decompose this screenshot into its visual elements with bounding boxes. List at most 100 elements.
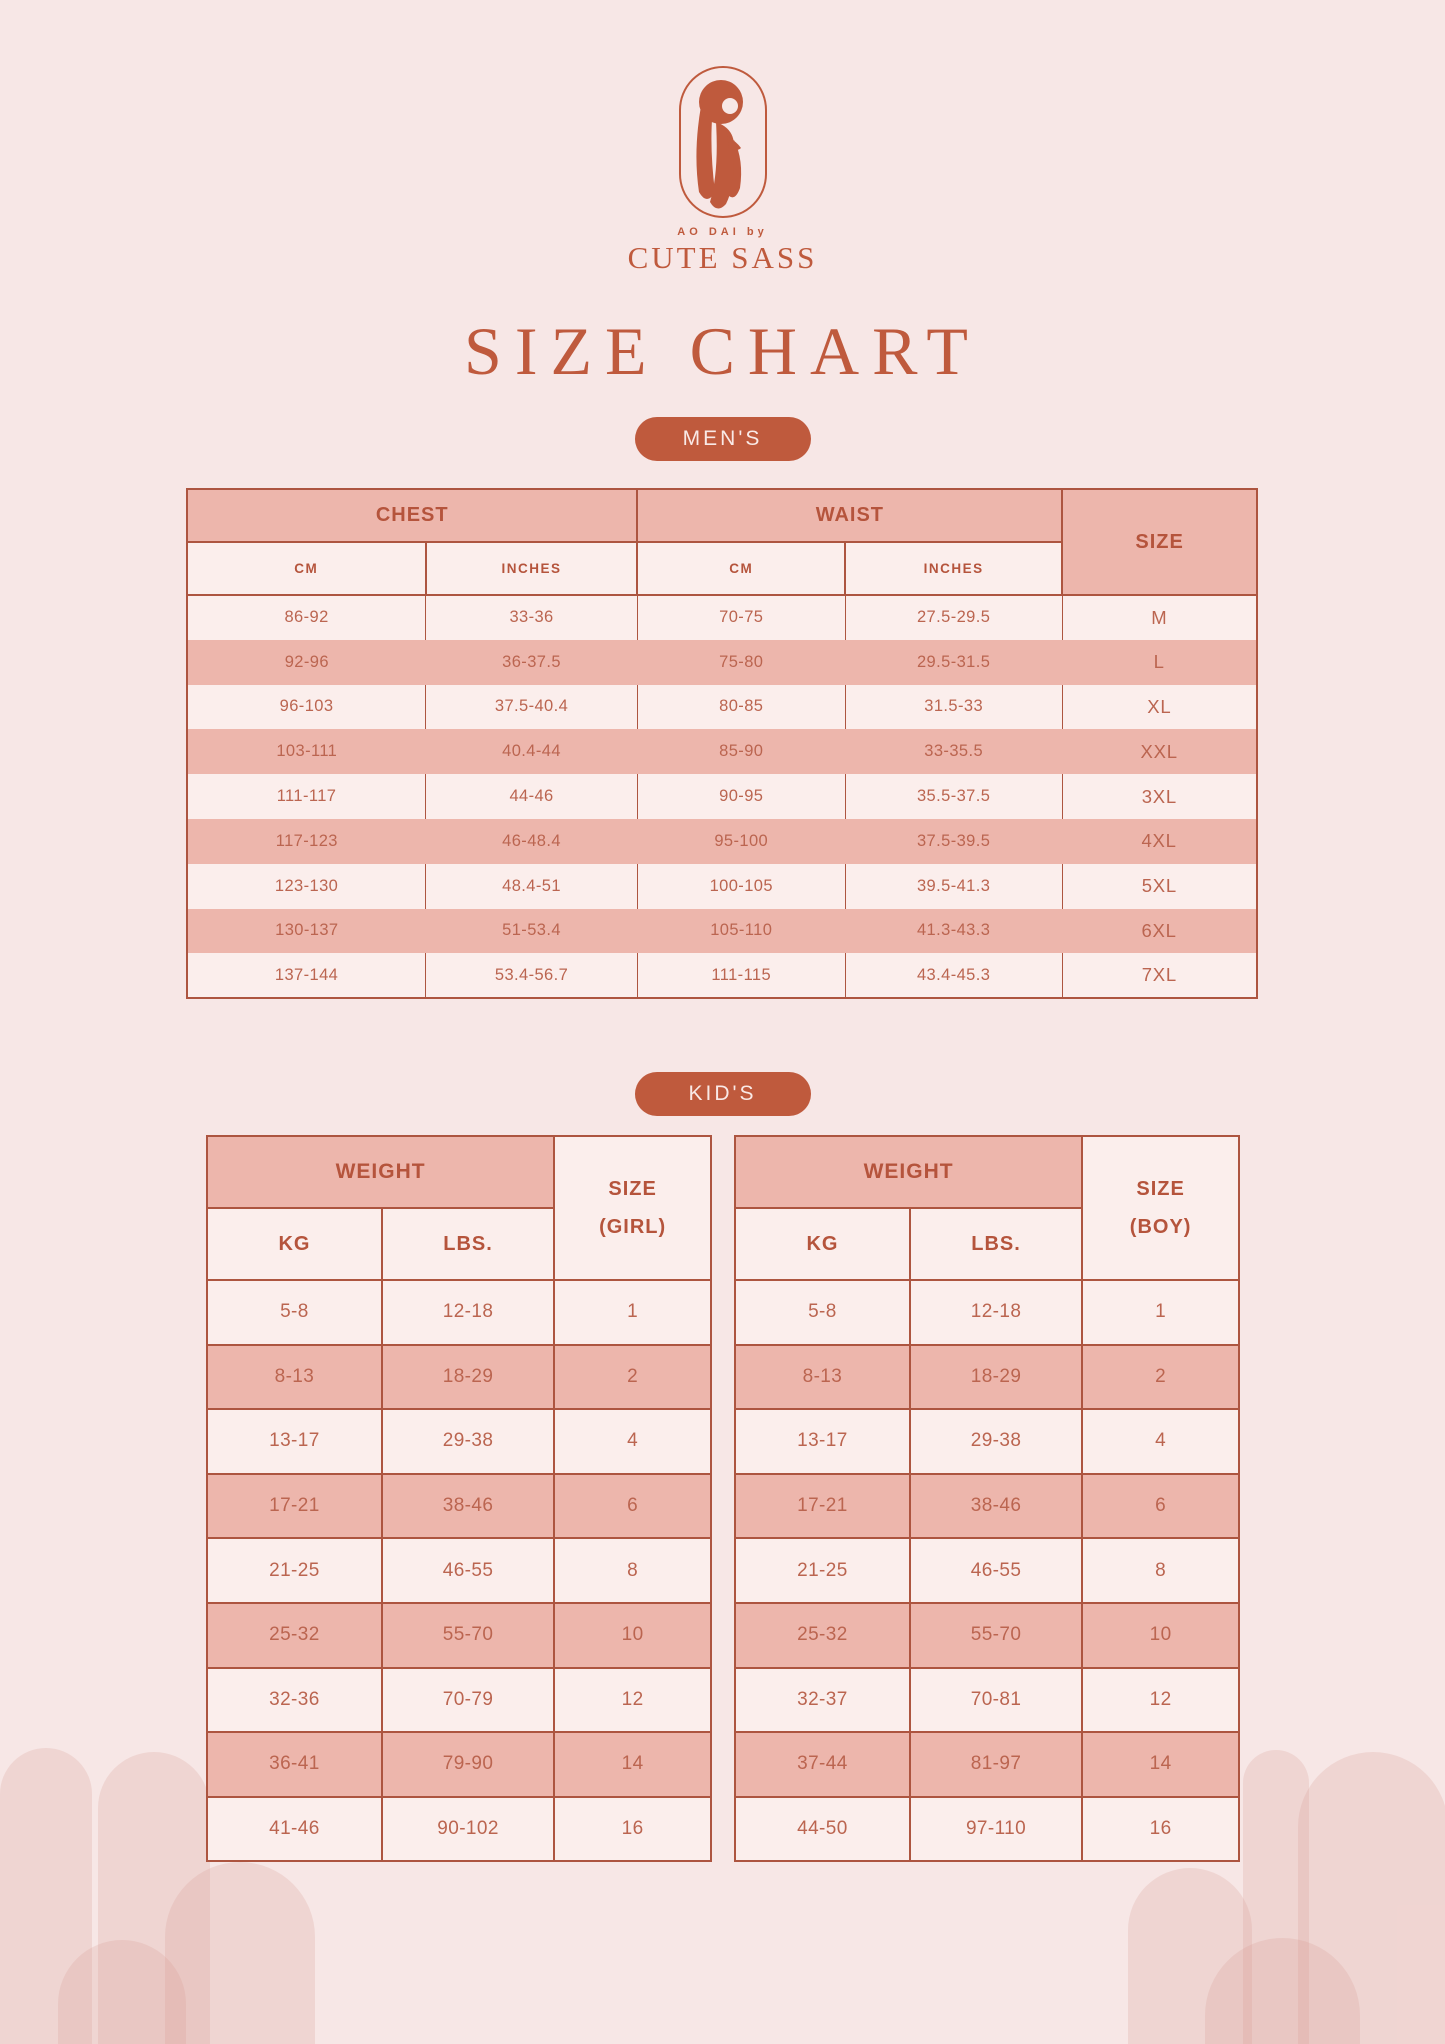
table-cell: 14: [553, 1731, 712, 1798]
table-cell: 36-37.5: [502, 652, 561, 671]
table-cell: 41-46: [206, 1795, 383, 1863]
brand-name: CUTE SASS: [627, 240, 818, 275]
table-cell: 21-25: [206, 1537, 383, 1604]
table-cell: L: [1153, 651, 1165, 673]
table-row: 13-17 29-38 4: [734, 1408, 1240, 1475]
table-row: 13-17 29-38 4: [206, 1408, 712, 1475]
table-cell: 55-70: [380, 1601, 556, 1669]
table-cell: 5XL: [1061, 863, 1257, 909]
mens-section-badge: MEN'S: [634, 417, 811, 461]
table-row: 17-21 38-46 6: [734, 1472, 1240, 1540]
table-cell: 29.5-31.5: [916, 652, 991, 671]
column-header-kg: KG: [206, 1207, 383, 1281]
table-cell: 7XL: [1061, 953, 1257, 999]
table-cell: 75-80: [719, 652, 764, 671]
table-cell: 12-18: [380, 1279, 556, 1346]
table-cell: 44-50: [734, 1795, 911, 1863]
column-header-size: SIZE: [1061, 488, 1258, 596]
table-cell: 2: [553, 1343, 712, 1411]
column-header-weight: WEIGHT: [205, 1135, 556, 1209]
table-row: 103-111 40.4-44 85-90 33-35.5 XXL: [187, 729, 1257, 775]
table-cell: 8-13: [206, 1343, 383, 1411]
table-row: 44-50 97-110 16: [734, 1795, 1240, 1863]
table-cell: 111-115: [636, 953, 846, 999]
table-cell: 90-102: [380, 1795, 556, 1863]
size-header-line2: (GIRL): [599, 1216, 667, 1238]
table-row: 117-123 46-48.4 95-100 37.5-39.5 4XL: [187, 818, 1257, 864]
table-cell: 6XL: [1141, 919, 1177, 941]
column-header-lbs: LBS.: [908, 1207, 1084, 1281]
table-cell: 27.5-29.5: [844, 595, 1063, 640]
table-cell: 40.4-44: [502, 742, 561, 761]
table-cell: 44-46: [425, 774, 638, 819]
table-cell: 46-55: [908, 1537, 1084, 1604]
table-cell: 81-97: [908, 1731, 1084, 1798]
table-row: 96-103 37.5-40.4 80-85 31.5-33 XL: [187, 684, 1257, 730]
table-row: 8-13 18-29 2: [734, 1343, 1240, 1411]
table-cell: 41.3-43.3: [916, 921, 991, 940]
table-row: 37-44 81-97 14: [734, 1731, 1240, 1798]
table-cell: 4: [1081, 1408, 1240, 1475]
table-cell: 8-13: [734, 1343, 911, 1411]
table-cell: XXL: [1140, 740, 1178, 762]
column-header-size-boy: SIZE (BOY): [1081, 1135, 1240, 1281]
table-cell: 25-32: [206, 1601, 383, 1669]
table-row: 32-37 70-81 12: [734, 1666, 1240, 1734]
table-cell: 97-110: [908, 1795, 1084, 1863]
table-cell: 5-8: [206, 1279, 383, 1346]
mens-size-table: CHEST WAIST SIZE CM INCHES CM INCHES 86-…: [185, 488, 1258, 1000]
table-cell: 130-137: [275, 921, 339, 940]
table-cell: 29-38: [380, 1408, 556, 1475]
brand-tagline: AO DAI by: [677, 226, 768, 238]
table-cell: 10: [553, 1601, 712, 1669]
table-cell: 32-37: [734, 1666, 911, 1734]
boys-table-group-header-row: WEIGHT SIZE (BOY): [733, 1135, 1240, 1281]
page-title: SIZE CHART: [464, 313, 981, 389]
table-cell: 29-38: [908, 1408, 1084, 1475]
table-cell: 31.5-33: [844, 684, 1063, 730]
table-cell: XL: [1061, 684, 1257, 730]
table-cell: 1: [1081, 1279, 1240, 1346]
table-cell: 33-35.5: [924, 742, 984, 761]
table-row: 25-32 55-70 10: [734, 1601, 1240, 1669]
table-cell: 2: [1081, 1343, 1240, 1411]
table-cell: 16: [1081, 1795, 1240, 1863]
table-cell: 6: [553, 1472, 712, 1540]
size-header-line2: (BOY): [1129, 1216, 1192, 1238]
table-cell: 12-18: [908, 1279, 1084, 1346]
column-header-chest: CHEST: [185, 488, 639, 543]
table-row: 36-41 79-90 14: [206, 1731, 712, 1798]
size-header-line1: SIZE: [1136, 1178, 1185, 1200]
table-cell: M: [1061, 595, 1257, 640]
table-row: 32-36 70-79 12: [206, 1666, 712, 1734]
boys-table-sub-header-row: KG LBS.: [734, 1207, 1239, 1281]
table-cell: 92-96: [284, 652, 329, 671]
kids-section-badge: KID'S: [634, 1072, 811, 1116]
girls-table-sub-header-row: KG LBS.: [206, 1207, 711, 1281]
table-row: 21-25 46-55 8: [206, 1537, 712, 1604]
table-cell: 37-44: [734, 1731, 911, 1798]
table-cell: 25-32: [734, 1601, 911, 1669]
table-cell: 6: [1081, 1472, 1240, 1540]
table-cell: 10: [1081, 1601, 1240, 1669]
decorative-arch: [1298, 1752, 1445, 2044]
brand-logo: [677, 64, 769, 225]
table-cell: 105-110: [710, 921, 773, 940]
girls-size-table: WEIGHT SIZE (GIRL) KG LBS. 5-8 12-18 1 8-13…: [205, 1135, 712, 1863]
table-row: 8-13 18-29 2: [206, 1343, 712, 1411]
column-header-waist-cm: CM: [636, 541, 847, 596]
table-cell: 18-29: [380, 1343, 556, 1411]
table-cell: 33-36: [425, 595, 638, 640]
table-cell: 38-46: [380, 1472, 556, 1540]
table-cell: 55-70: [908, 1601, 1084, 1669]
table-cell: 96-103: [279, 697, 334, 716]
table-cell: 13-17: [734, 1408, 911, 1475]
column-header-weight: WEIGHT: [733, 1135, 1084, 1209]
table-cell: 100-105: [636, 863, 846, 909]
table-cell: 80-85: [636, 684, 846, 730]
table-cell: 123-130: [274, 876, 339, 895]
decorative-arch: [58, 1940, 186, 2044]
table-cell: 137-144: [274, 965, 339, 984]
table-row: 123-130 48.4-51 100-105 39.5-41.3 5XL: [187, 863, 1257, 909]
